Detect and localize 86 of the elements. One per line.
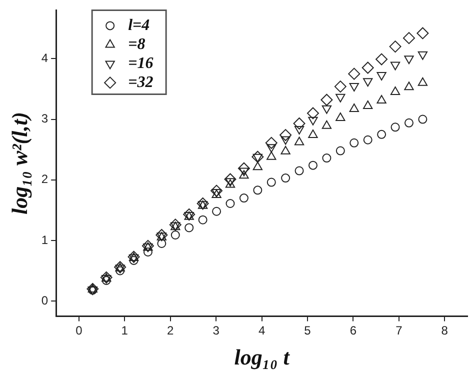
point: [143, 247, 152, 256]
point: [280, 146, 290, 154]
point: [280, 136, 290, 145]
point: [196, 197, 209, 210]
point: [210, 184, 223, 197]
point: [266, 151, 276, 160]
point: [377, 130, 386, 139]
point: [294, 166, 304, 176]
x-tick-label: 5: [304, 324, 312, 338]
point: [322, 105, 332, 114]
point: [198, 215, 208, 224]
point: [129, 256, 138, 265]
x-tick-label: 6: [350, 324, 357, 338]
point: [252, 162, 263, 170]
point: [363, 135, 372, 144]
point: [320, 94, 333, 106]
point: [253, 186, 262, 195]
x-tick-label: 1: [121, 324, 128, 338]
x-tick-label: 2: [167, 324, 174, 338]
legend-label: =8: [128, 36, 146, 53]
legend-label: =16: [128, 54, 154, 72]
point: [157, 238, 166, 248]
point: [239, 170, 249, 179]
point: [402, 32, 415, 44]
point: [308, 130, 318, 138]
point: [238, 162, 250, 174]
point: [376, 72, 386, 81]
point: [336, 94, 346, 102]
legend-label: l=4: [128, 16, 150, 34]
x-axis-title: log₁₀ t: [234, 344, 290, 370]
y-tick-label: 1: [41, 232, 48, 247]
point: [252, 150, 264, 163]
point: [336, 112, 346, 122]
point: [294, 126, 304, 134]
point: [212, 206, 222, 216]
x-tick-label: 3: [212, 324, 220, 338]
point: [389, 40, 402, 53]
point: [404, 82, 414, 90]
point: [142, 240, 154, 252]
point: [308, 116, 318, 126]
y-axis-title: log₁₀ w²(l,t): [6, 112, 32, 215]
y-tick-label: 3: [41, 112, 48, 126]
point: [239, 194, 248, 203]
point: [390, 122, 400, 132]
point: [404, 118, 414, 128]
point: [350, 138, 359, 148]
point: [170, 230, 180, 240]
y-tick-label: 4: [41, 50, 48, 65]
point: [416, 27, 429, 40]
point: [265, 136, 278, 149]
point: [156, 229, 168, 242]
point: [334, 80, 346, 93]
point: [252, 154, 263, 162]
point: [363, 78, 373, 87]
point: [348, 68, 360, 80]
point: [362, 62, 374, 74]
y-tick-label: 2: [41, 172, 48, 186]
point: [306, 107, 319, 120]
x-tick-label: 7: [396, 324, 403, 338]
point: [418, 114, 428, 124]
point: [404, 56, 414, 64]
point: [224, 173, 236, 186]
point: [376, 53, 388, 66]
point: [349, 82, 359, 92]
point: [183, 208, 196, 220]
point: [266, 178, 276, 187]
point: [266, 144, 276, 153]
point: [294, 136, 304, 146]
y-tick-label: 0: [41, 293, 48, 308]
point: [293, 118, 306, 130]
point: [281, 174, 290, 183]
point: [226, 198, 235, 208]
point: [418, 51, 428, 60]
point: [390, 86, 400, 95]
point: [336, 146, 345, 156]
point: [322, 154, 332, 163]
point: [239, 168, 249, 176]
x-tick-label: 8: [441, 324, 448, 338]
legend-label: =32: [128, 74, 154, 91]
point: [390, 62, 400, 70]
point: [280, 129, 292, 142]
point: [184, 223, 194, 232]
point: [308, 160, 318, 170]
point: [169, 218, 182, 231]
x-tick-label: 0: [76, 324, 83, 338]
x-tick-label: 4: [258, 324, 266, 338]
